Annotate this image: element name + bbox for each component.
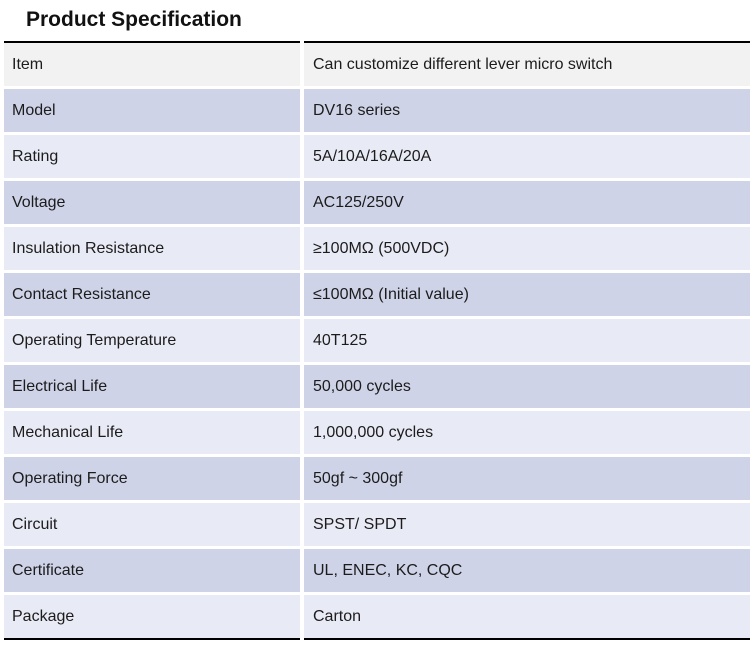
spec-row-package: Package Carton [4, 595, 750, 640]
spec-value-cell: DV16 series [304, 89, 750, 132]
spec-label-cell: Voltage [4, 181, 300, 224]
spec-label-cell: Insulation Resistance [4, 227, 300, 270]
spec-value-cell: 5A/10A/16A/20A [304, 135, 750, 178]
page-title: Product Specification [26, 8, 242, 31]
spec-value-cell: ≤100MΩ (Initial value) [304, 273, 750, 316]
spec-label-cell: Rating [4, 135, 300, 178]
spec-row-voltage: Voltage AC125/250V [4, 181, 750, 224]
spec-label-cell: Electrical Life [4, 365, 300, 408]
spec-label-cell: Operating Force [4, 457, 300, 500]
spec-label-cell: Certificate [4, 549, 300, 592]
spec-label-cell: Operating Temperature [4, 319, 300, 362]
spec-row-model: Model DV16 series [4, 89, 750, 132]
spec-row-operating-temperature: Operating Temperature 40T125 [4, 319, 750, 362]
spec-row-certificate: Certificate UL, ENEC, KC, CQC [4, 549, 750, 592]
spec-label-cell: Circuit [4, 503, 300, 546]
spec-value-cell: 40T125 [304, 319, 750, 362]
spec-label-cell: Item [4, 41, 300, 86]
spec-value-cell: ≥100MΩ (500VDC) [304, 227, 750, 270]
spec-label-cell: Contact Resistance [4, 273, 300, 316]
spec-label-cell: Package [4, 595, 300, 640]
spec-value-cell: 50gf ~ 300gf [304, 457, 750, 500]
spec-row-contact-resistance: Contact Resistance ≤100MΩ (Initial value) [4, 273, 750, 316]
product-spec-page: Product Specification Item Can customize … [0, 8, 754, 643]
spec-label-cell: Mechanical Life [4, 411, 300, 454]
spec-row-rating: Rating 5A/10A/16A/20A [4, 135, 750, 178]
spec-value-cell: 1,000,000 cycles [304, 411, 750, 454]
spec-value-cell: Can customize different lever micro swit… [304, 41, 750, 86]
spec-row-circuit: Circuit SPST/ SPDT [4, 503, 750, 546]
spec-value-cell: UL, ENEC, KC, CQC [304, 549, 750, 592]
spec-row-operating-force: Operating Force 50gf ~ 300gf [4, 457, 750, 500]
spec-value-cell: SPST/ SPDT [304, 503, 750, 546]
spec-row-item: Item Can customize different lever micro … [4, 41, 750, 86]
spec-row-mechanical-life: Mechanical Life 1,000,000 cycles [4, 411, 750, 454]
spec-table: Item Can customize different lever micro … [0, 38, 754, 643]
spec-row-electrical-life: Electrical Life 50,000 cycles [4, 365, 750, 408]
spec-row-insulation-resistance: Insulation Resistance ≥100MΩ (500VDC) [4, 227, 750, 270]
spec-value-cell: Carton [304, 595, 750, 640]
spec-label-cell: Model [4, 89, 300, 132]
spec-value-cell: AC125/250V [304, 181, 750, 224]
spec-value-cell: 50,000 cycles [304, 365, 750, 408]
